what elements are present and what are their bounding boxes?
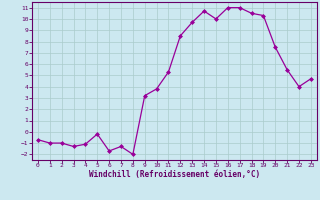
X-axis label: Windchill (Refroidissement éolien,°C): Windchill (Refroidissement éolien,°C) (89, 170, 260, 179)
